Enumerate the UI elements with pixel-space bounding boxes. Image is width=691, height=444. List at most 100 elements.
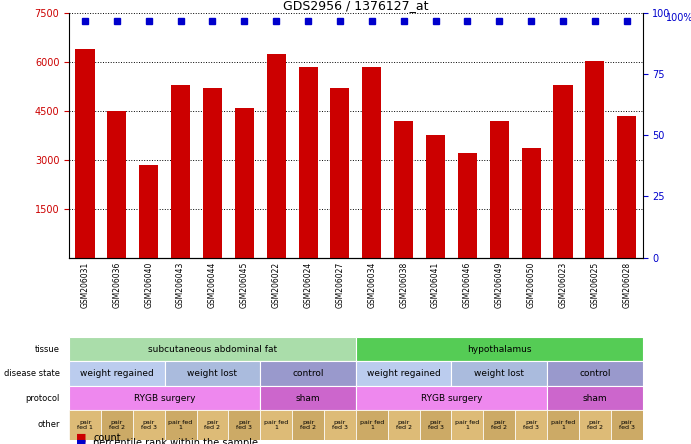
Text: disease state: disease state bbox=[3, 369, 59, 378]
Text: pair
fed 2: pair fed 2 bbox=[587, 420, 603, 430]
Bar bbox=[133, 410, 164, 440]
Text: ■: ■ bbox=[76, 438, 86, 444]
Text: sham: sham bbox=[296, 393, 321, 403]
Bar bbox=[451, 361, 547, 386]
Bar bbox=[196, 410, 229, 440]
Bar bbox=[490, 121, 509, 258]
Text: pair
fed 3: pair fed 3 bbox=[236, 420, 252, 430]
Text: weight regained: weight regained bbox=[80, 369, 154, 378]
Bar bbox=[522, 148, 540, 258]
Bar bbox=[579, 410, 611, 440]
Bar bbox=[426, 135, 445, 258]
Bar bbox=[458, 153, 477, 258]
Bar bbox=[547, 410, 579, 440]
Text: pair
fed 2: pair fed 2 bbox=[300, 420, 316, 430]
Bar bbox=[164, 361, 261, 386]
Text: GSM206043: GSM206043 bbox=[176, 262, 185, 308]
Bar bbox=[451, 410, 483, 440]
Text: GSM206023: GSM206023 bbox=[558, 262, 567, 308]
Bar bbox=[483, 410, 515, 440]
Bar bbox=[261, 386, 356, 410]
Text: weight lost: weight lost bbox=[187, 369, 238, 378]
Text: GSM206045: GSM206045 bbox=[240, 262, 249, 308]
Text: weight regained: weight regained bbox=[367, 369, 441, 378]
Text: 100%: 100% bbox=[665, 13, 691, 24]
Text: GSM206041: GSM206041 bbox=[431, 262, 440, 308]
Text: control: control bbox=[579, 369, 611, 378]
Text: GSM206027: GSM206027 bbox=[335, 262, 344, 308]
Text: protocol: protocol bbox=[25, 393, 59, 403]
Bar bbox=[69, 410, 101, 440]
Bar bbox=[356, 386, 547, 410]
Bar bbox=[547, 386, 643, 410]
Bar bbox=[388, 410, 419, 440]
Bar bbox=[356, 410, 388, 440]
Text: GSM206031: GSM206031 bbox=[81, 262, 90, 308]
Text: percentile rank within the sample: percentile rank within the sample bbox=[93, 438, 258, 444]
Bar bbox=[69, 337, 356, 361]
Bar bbox=[419, 410, 451, 440]
Text: tissue: tissue bbox=[35, 345, 59, 354]
Text: RYGB surgery: RYGB surgery bbox=[134, 393, 196, 403]
Text: control: control bbox=[292, 369, 324, 378]
Bar bbox=[356, 337, 643, 361]
Bar bbox=[553, 85, 573, 258]
Bar bbox=[203, 88, 222, 258]
Text: weight lost: weight lost bbox=[474, 369, 524, 378]
Bar bbox=[101, 410, 133, 440]
Bar bbox=[267, 54, 286, 258]
Text: GSM206024: GSM206024 bbox=[303, 262, 312, 308]
Text: count: count bbox=[93, 433, 121, 443]
Text: pair
fed 2: pair fed 2 bbox=[396, 420, 412, 430]
Text: subcutaneous abdominal fat: subcutaneous abdominal fat bbox=[148, 345, 277, 354]
Text: sham: sham bbox=[583, 393, 607, 403]
Bar bbox=[547, 361, 643, 386]
Bar bbox=[394, 121, 413, 258]
Text: pair
fed 3: pair fed 3 bbox=[428, 420, 444, 430]
Bar bbox=[164, 410, 196, 440]
Text: ■: ■ bbox=[76, 433, 86, 443]
Text: RYGB surgery: RYGB surgery bbox=[421, 393, 482, 403]
Bar bbox=[324, 410, 356, 440]
Text: pair fed
1: pair fed 1 bbox=[455, 420, 480, 430]
Text: pair fed
1: pair fed 1 bbox=[551, 420, 575, 430]
Text: pair
fed 2: pair fed 2 bbox=[491, 420, 507, 430]
Text: pair
fed 3: pair fed 3 bbox=[141, 420, 157, 430]
Text: pair
fed 3: pair fed 3 bbox=[523, 420, 539, 430]
Text: other: other bbox=[37, 420, 59, 429]
Bar bbox=[261, 361, 356, 386]
Text: pair fed
1: pair fed 1 bbox=[360, 420, 384, 430]
Bar bbox=[356, 361, 451, 386]
Bar bbox=[171, 85, 190, 258]
Text: GSM206046: GSM206046 bbox=[463, 262, 472, 308]
Text: pair
fed 3: pair fed 3 bbox=[332, 420, 348, 430]
Bar bbox=[139, 165, 158, 258]
Text: pair
fed 2: pair fed 2 bbox=[205, 420, 220, 430]
Bar bbox=[292, 410, 324, 440]
Bar bbox=[75, 49, 95, 258]
Text: hypothalamus: hypothalamus bbox=[467, 345, 531, 354]
Text: pair fed
1: pair fed 1 bbox=[264, 420, 288, 430]
Bar bbox=[235, 108, 254, 258]
Bar bbox=[585, 60, 605, 258]
Bar bbox=[261, 410, 292, 440]
Text: GSM206050: GSM206050 bbox=[527, 262, 536, 308]
Text: GSM206040: GSM206040 bbox=[144, 262, 153, 308]
Bar bbox=[515, 410, 547, 440]
Title: GDS2956 / 1376127_at: GDS2956 / 1376127_at bbox=[283, 0, 428, 12]
Text: GSM206044: GSM206044 bbox=[208, 262, 217, 308]
Text: GSM206049: GSM206049 bbox=[495, 262, 504, 308]
Bar bbox=[107, 111, 126, 258]
Text: pair
fed 1: pair fed 1 bbox=[77, 420, 93, 430]
Bar bbox=[611, 410, 643, 440]
Bar bbox=[229, 410, 261, 440]
Bar bbox=[69, 361, 164, 386]
Text: pair fed
1: pair fed 1 bbox=[169, 420, 193, 430]
Bar bbox=[330, 88, 350, 258]
Text: GSM206028: GSM206028 bbox=[622, 262, 631, 308]
Bar bbox=[362, 67, 381, 258]
Text: GSM206034: GSM206034 bbox=[368, 262, 377, 308]
Bar bbox=[69, 386, 261, 410]
Text: GSM206038: GSM206038 bbox=[399, 262, 408, 308]
Text: GSM206022: GSM206022 bbox=[272, 262, 281, 308]
